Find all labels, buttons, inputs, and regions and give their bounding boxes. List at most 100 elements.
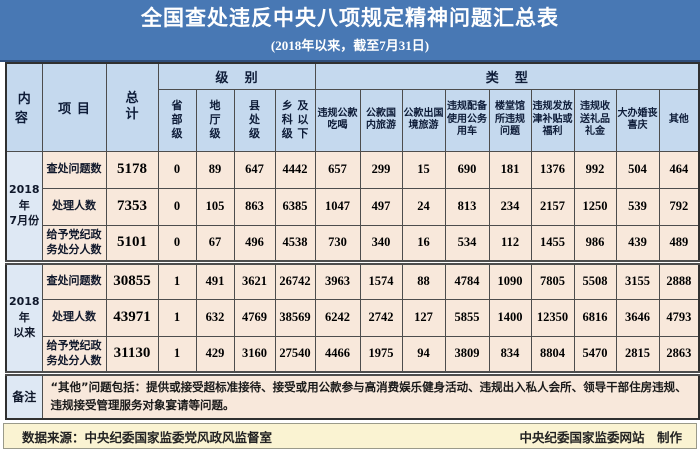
data-cell: 1047 [314,187,361,226]
header-sub-row: 省部级 地厅级 县处级 乡科级 及以下 违规公款吃喝 公款国内旅游 公款出国境旅… [6,88,700,152]
data-cell: 863 [233,187,276,226]
data-cell: 539 [615,187,660,226]
data-cell: 15 [401,150,446,189]
data-cell: 489 [658,224,700,263]
footer-bar: 数据来源：中央纪委国家监委党风政风监督室 中央纪委国家监委网站 制作 [3,423,697,449]
data-cell: 3809 [444,335,490,374]
col-header-type-ceremonies: 大办婚丧喜庆 [615,88,660,152]
row-label-problems: 查处问题数 [41,150,107,189]
data-cell: 67 [195,224,235,263]
data-cell: 105 [195,187,235,226]
data-cell: 5508 [573,259,617,300]
data-cell: 43971 [105,298,159,337]
col-header-total: 总计 [105,62,159,152]
col-header-type-allowances: 违规发放津补贴或福利 [530,88,575,152]
data-cell: 647 [233,150,276,189]
data-cell: 89 [195,150,235,189]
group-ytd-line1: 2018年 [8,295,40,324]
data-cell: 5470 [573,335,617,374]
data-cell: 234 [488,187,532,226]
group-july-line1: 2018年 [8,183,40,212]
table-row: 给予党纪政务处分人数 5101 0 67 496 4538 730 340 16… [6,224,700,263]
level-township-text: 乡科级 及以下 [277,99,314,140]
data-cell: 7353 [105,187,159,226]
group-label-july: 2018年 7月份 [5,150,43,263]
data-cell: 439 [615,224,660,263]
data-cell: 1376 [530,150,575,189]
row-label-people-handled: 处理人数 [41,187,107,226]
title-band: 全国查处违反中央八项规定精神问题汇总表 (2018年以来，截至7月31日) [0,0,700,62]
level-county-text: 县处级 [248,99,260,140]
col-header-content: 内容 [5,62,43,152]
row-label-people-handled: 处理人数 [41,298,107,337]
data-cell: 4466 [314,335,361,374]
data-cell: 1 [157,259,197,300]
data-cell: 464 [658,150,700,189]
data-cell: 534 [444,224,490,263]
data-cell: 7805 [530,259,575,300]
credit-text: 中央纪委国家监委网站 制作 [519,429,682,445]
col-header-level-township: 乡科级 及以下 [274,88,316,152]
data-cell: 690 [444,150,490,189]
data-cell: 4784 [444,259,490,300]
data-cell: 6816 [573,298,617,337]
data-cell: 2157 [530,187,575,226]
data-cell: 299 [359,150,403,189]
data-cell: 94 [401,335,446,374]
data-cell: 0 [157,150,197,189]
data-cell: 1250 [573,187,617,226]
data-cell: 1975 [359,335,403,374]
col-header-item: 项目 [41,62,107,152]
data-cell: 657 [314,150,361,189]
page-subtitle: (2018年以来，截至7月31日) [270,38,430,54]
data-cell: 1574 [359,259,403,300]
data-cell: 0 [157,187,197,226]
data-cell: 26742 [274,259,316,300]
header-group-row: 内容 项目 总计 级 别 类 型 [5,62,700,152]
data-cell: 497 [359,187,403,226]
data-cell: 504 [615,150,660,189]
group-ytd-line2: 以来 [13,326,36,340]
remark-text: “其他”问题包括：提供或接受超标准接待、接受或用公款参与高消费娱乐健身活动、违规… [41,370,700,420]
data-cell: 1455 [530,224,575,263]
remark-row: 备注 “其他”问题包括：提供或接受超标准接待、接受或用公款参与高消费娱乐健身活动… [5,370,700,420]
data-cell: 31130 [105,335,159,374]
data-cell: 2888 [658,259,700,300]
data-cell: 3155 [615,259,660,300]
data-cell: 2863 [658,335,700,374]
data-cell: 6242 [314,298,361,337]
level-township-right: 及以下 [297,99,309,140]
table-row: 处理人数 43971 1 632 4769 38569 6242 2742 12… [6,298,700,337]
page-title: 全国查处违反中央八项规定精神问题汇总表 [141,5,559,30]
data-cell: 986 [573,224,617,263]
data-cell: 3160 [233,335,276,374]
data-cell: 5855 [444,298,490,337]
data-cell: 112 [488,224,532,263]
data-cell: 4538 [274,224,316,263]
level-township-left: 乡科级 [281,99,293,140]
col-group-type: 类 型 [314,62,700,90]
data-cell: 2742 [359,298,403,337]
data-cell: 181 [488,150,532,189]
data-cell: 992 [573,150,617,189]
data-cell: 12350 [530,298,575,337]
data-cell: 5101 [105,224,159,263]
data-cell: 8804 [530,335,575,374]
data-cell: 4769 [233,298,276,337]
data-cell: 4793 [658,298,700,337]
data-cell: 24 [401,187,446,226]
row-label-problems: 查处问题数 [41,259,107,300]
data-cell: 340 [359,224,403,263]
data-cell: 16 [401,224,446,263]
col-header-type-other: 其他 [658,88,700,152]
row-label-punished: 给予党纪政务处分人数 [41,335,107,374]
table-row: 给予党纪政务处分人数 31130 1 429 3160 27540 4466 1… [6,335,700,374]
remark-label: 备注 [5,370,43,420]
data-cell: 6385 [274,187,316,226]
data-cell: 632 [195,298,235,337]
data-cell: 429 [195,335,235,374]
data-cell: 730 [314,224,361,263]
data-cell: 1 [157,335,197,374]
data-cell: 3621 [233,259,276,300]
